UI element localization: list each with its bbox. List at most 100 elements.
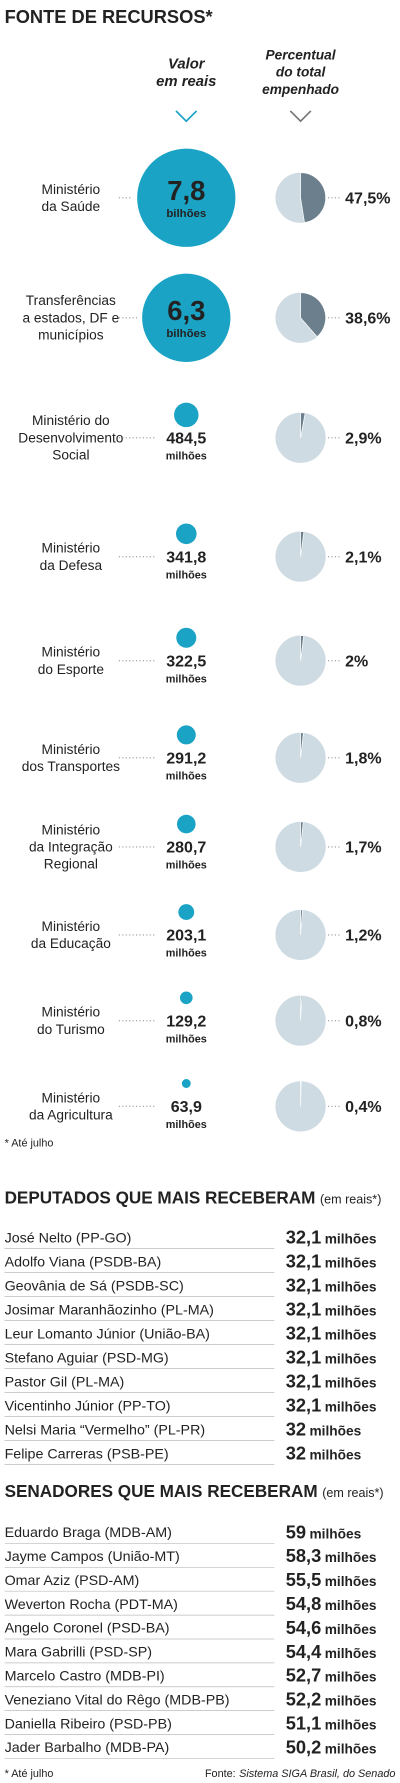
title: FONTE DE RECURSOS* [5, 6, 214, 27]
amount-unit: milhões [325, 1351, 377, 1366]
amount-value: 32,1 [286, 1370, 322, 1391]
source-label: Ministério [42, 742, 101, 757]
bubble [179, 991, 193, 1005]
bubble [178, 904, 195, 921]
source-label: Ministério [42, 645, 101, 660]
pie-slice [300, 821, 304, 847]
percent-label: 1,8% [345, 751, 381, 768]
person-name: Leur Lomanto Júnior (União-BA) [5, 1326, 210, 1342]
amount-unit: milhões [325, 1741, 377, 1756]
source-label: a estados, DF e [22, 310, 119, 325]
percent-label: 2% [345, 653, 368, 670]
amount-unit: milhões [325, 1550, 377, 1565]
person-name: Veneziano Vital do Rêgo (MDB-PB) [5, 1692, 230, 1708]
person-name: Adolfo Viana (PSDB-BA) [5, 1254, 162, 1270]
source-label: municípios [38, 328, 104, 343]
amount: 32 milhões [286, 1442, 362, 1463]
value-label: 280,7 [166, 840, 206, 857]
source-label: Ministério [42, 1090, 101, 1105]
person-name: Stefano Aguiar (PSD-MG) [5, 1350, 169, 1366]
amount-value: 59 [286, 1521, 306, 1542]
amount-unit: milhões [325, 1399, 377, 1414]
unit-label: milhões [166, 1119, 207, 1131]
amount: 32,1 milhões [286, 1298, 377, 1319]
amount-unit: milhões [325, 1232, 377, 1247]
value-label: 291,2 [166, 751, 206, 768]
amount-value: 32,1 [286, 1394, 322, 1415]
amount: 32,1 milhões [286, 1227, 377, 1248]
amount-value: 32 [286, 1418, 306, 1439]
percent-label: 1,7% [345, 840, 381, 857]
amount: 52,2 milhões [286, 1689, 377, 1710]
section-subtitle: (em reais*) [322, 1486, 383, 1500]
source-label: da Educação [31, 936, 111, 951]
value-label: 322,5 [166, 653, 206, 670]
source-label: Ministério [42, 1005, 101, 1020]
note: * Até julho [5, 1137, 54, 1149]
source-label: Transferências [26, 293, 116, 308]
person-name: Josimar Maranhãozinho (PL-MA) [5, 1302, 214, 1318]
pie-slice [300, 635, 305, 661]
amount-value: 54,4 [286, 1641, 322, 1662]
bubble [137, 148, 236, 247]
unit-label: milhões [166, 673, 207, 685]
amount-value: 32,1 [286, 1251, 322, 1272]
person-name: Jayme Campos (União-MT) [5, 1549, 180, 1565]
amount: 54,8 milhões [286, 1593, 377, 1614]
bubble [176, 627, 197, 648]
pie-slice [300, 412, 306, 438]
person-name: Angelo Coronel (PSD-BA) [5, 1621, 170, 1637]
percent-label: 47,5% [345, 190, 390, 207]
amount: 32,1 milhões [286, 1370, 377, 1391]
source-text: Sistema SIGA Brasil, do Senado [239, 1768, 395, 1780]
source-label: Fonte: [205, 1768, 236, 1780]
source-label: Ministério [42, 919, 101, 934]
percent-label: 1,2% [345, 928, 381, 945]
amount-unit: milhões [325, 1327, 377, 1342]
amount-value: 52,2 [286, 1689, 322, 1710]
amount-value: 32,1 [286, 1346, 322, 1367]
source: Fonte: Sistema SIGA Brasil, do Senado [205, 1768, 395, 1780]
section-title-text: SENADORES QUE MAIS RECEBERAM [5, 1481, 318, 1501]
pie-slice [300, 995, 303, 1021]
amount-unit: milhões [325, 1598, 377, 1613]
amount: 32,1 milhões [286, 1251, 377, 1272]
amount: 59 milhões [286, 1521, 362, 1542]
person-name: Vicentinho Júnior (PP-TO) [5, 1398, 171, 1414]
value-label: 129,2 [166, 1013, 206, 1030]
amount-value: 55,5 [286, 1569, 322, 1590]
source-label: do Esporte [38, 662, 105, 677]
unit-label: milhões [166, 451, 207, 463]
pie-slice [300, 909, 303, 935]
percent-label: 0,8% [345, 1013, 381, 1030]
unit-label: milhões [166, 770, 207, 782]
bubble [174, 402, 199, 428]
source-label: da Integração [29, 839, 113, 854]
amount-unit: milhões [325, 1280, 377, 1295]
person-name: Jader Barbalho (MDB-PA) [5, 1740, 170, 1756]
amount-value: 54,8 [286, 1593, 322, 1614]
person-name: Daniella Ribeiro (PSD-PB) [5, 1716, 172, 1732]
source-label: dos Transportes [22, 759, 120, 774]
source-label: Ministério do [32, 413, 110, 428]
percent-label: 2,1% [345, 549, 381, 566]
amount: 32 milhões [286, 1418, 362, 1439]
unit-label: milhões [166, 948, 207, 960]
amount-value: 32 [286, 1442, 306, 1463]
amount-value: 32,1 [286, 1322, 322, 1343]
value-label: 63,9 [171, 1099, 202, 1116]
amount: 51,1 milhões [286, 1712, 377, 1733]
pie-slice [300, 172, 326, 224]
person-name: Marcelo Castro (MDB-PI) [5, 1669, 165, 1685]
person-name: Felipe Carreras (PSB-PE) [5, 1446, 169, 1462]
chevron [289, 110, 312, 123]
section-title: SENADORES QUE MAIS RECEBERAM (em reais*) [5, 1481, 384, 1501]
column-header: do total [276, 65, 327, 80]
source-label: Regional [44, 857, 98, 872]
section-title-text: DEPUTADOS QUE MAIS RECEBERAM [5, 1188, 316, 1208]
amount-value: 32,1 [286, 1275, 322, 1296]
amount-unit: milhões [325, 1622, 377, 1637]
unit-label: milhões [166, 1033, 207, 1045]
